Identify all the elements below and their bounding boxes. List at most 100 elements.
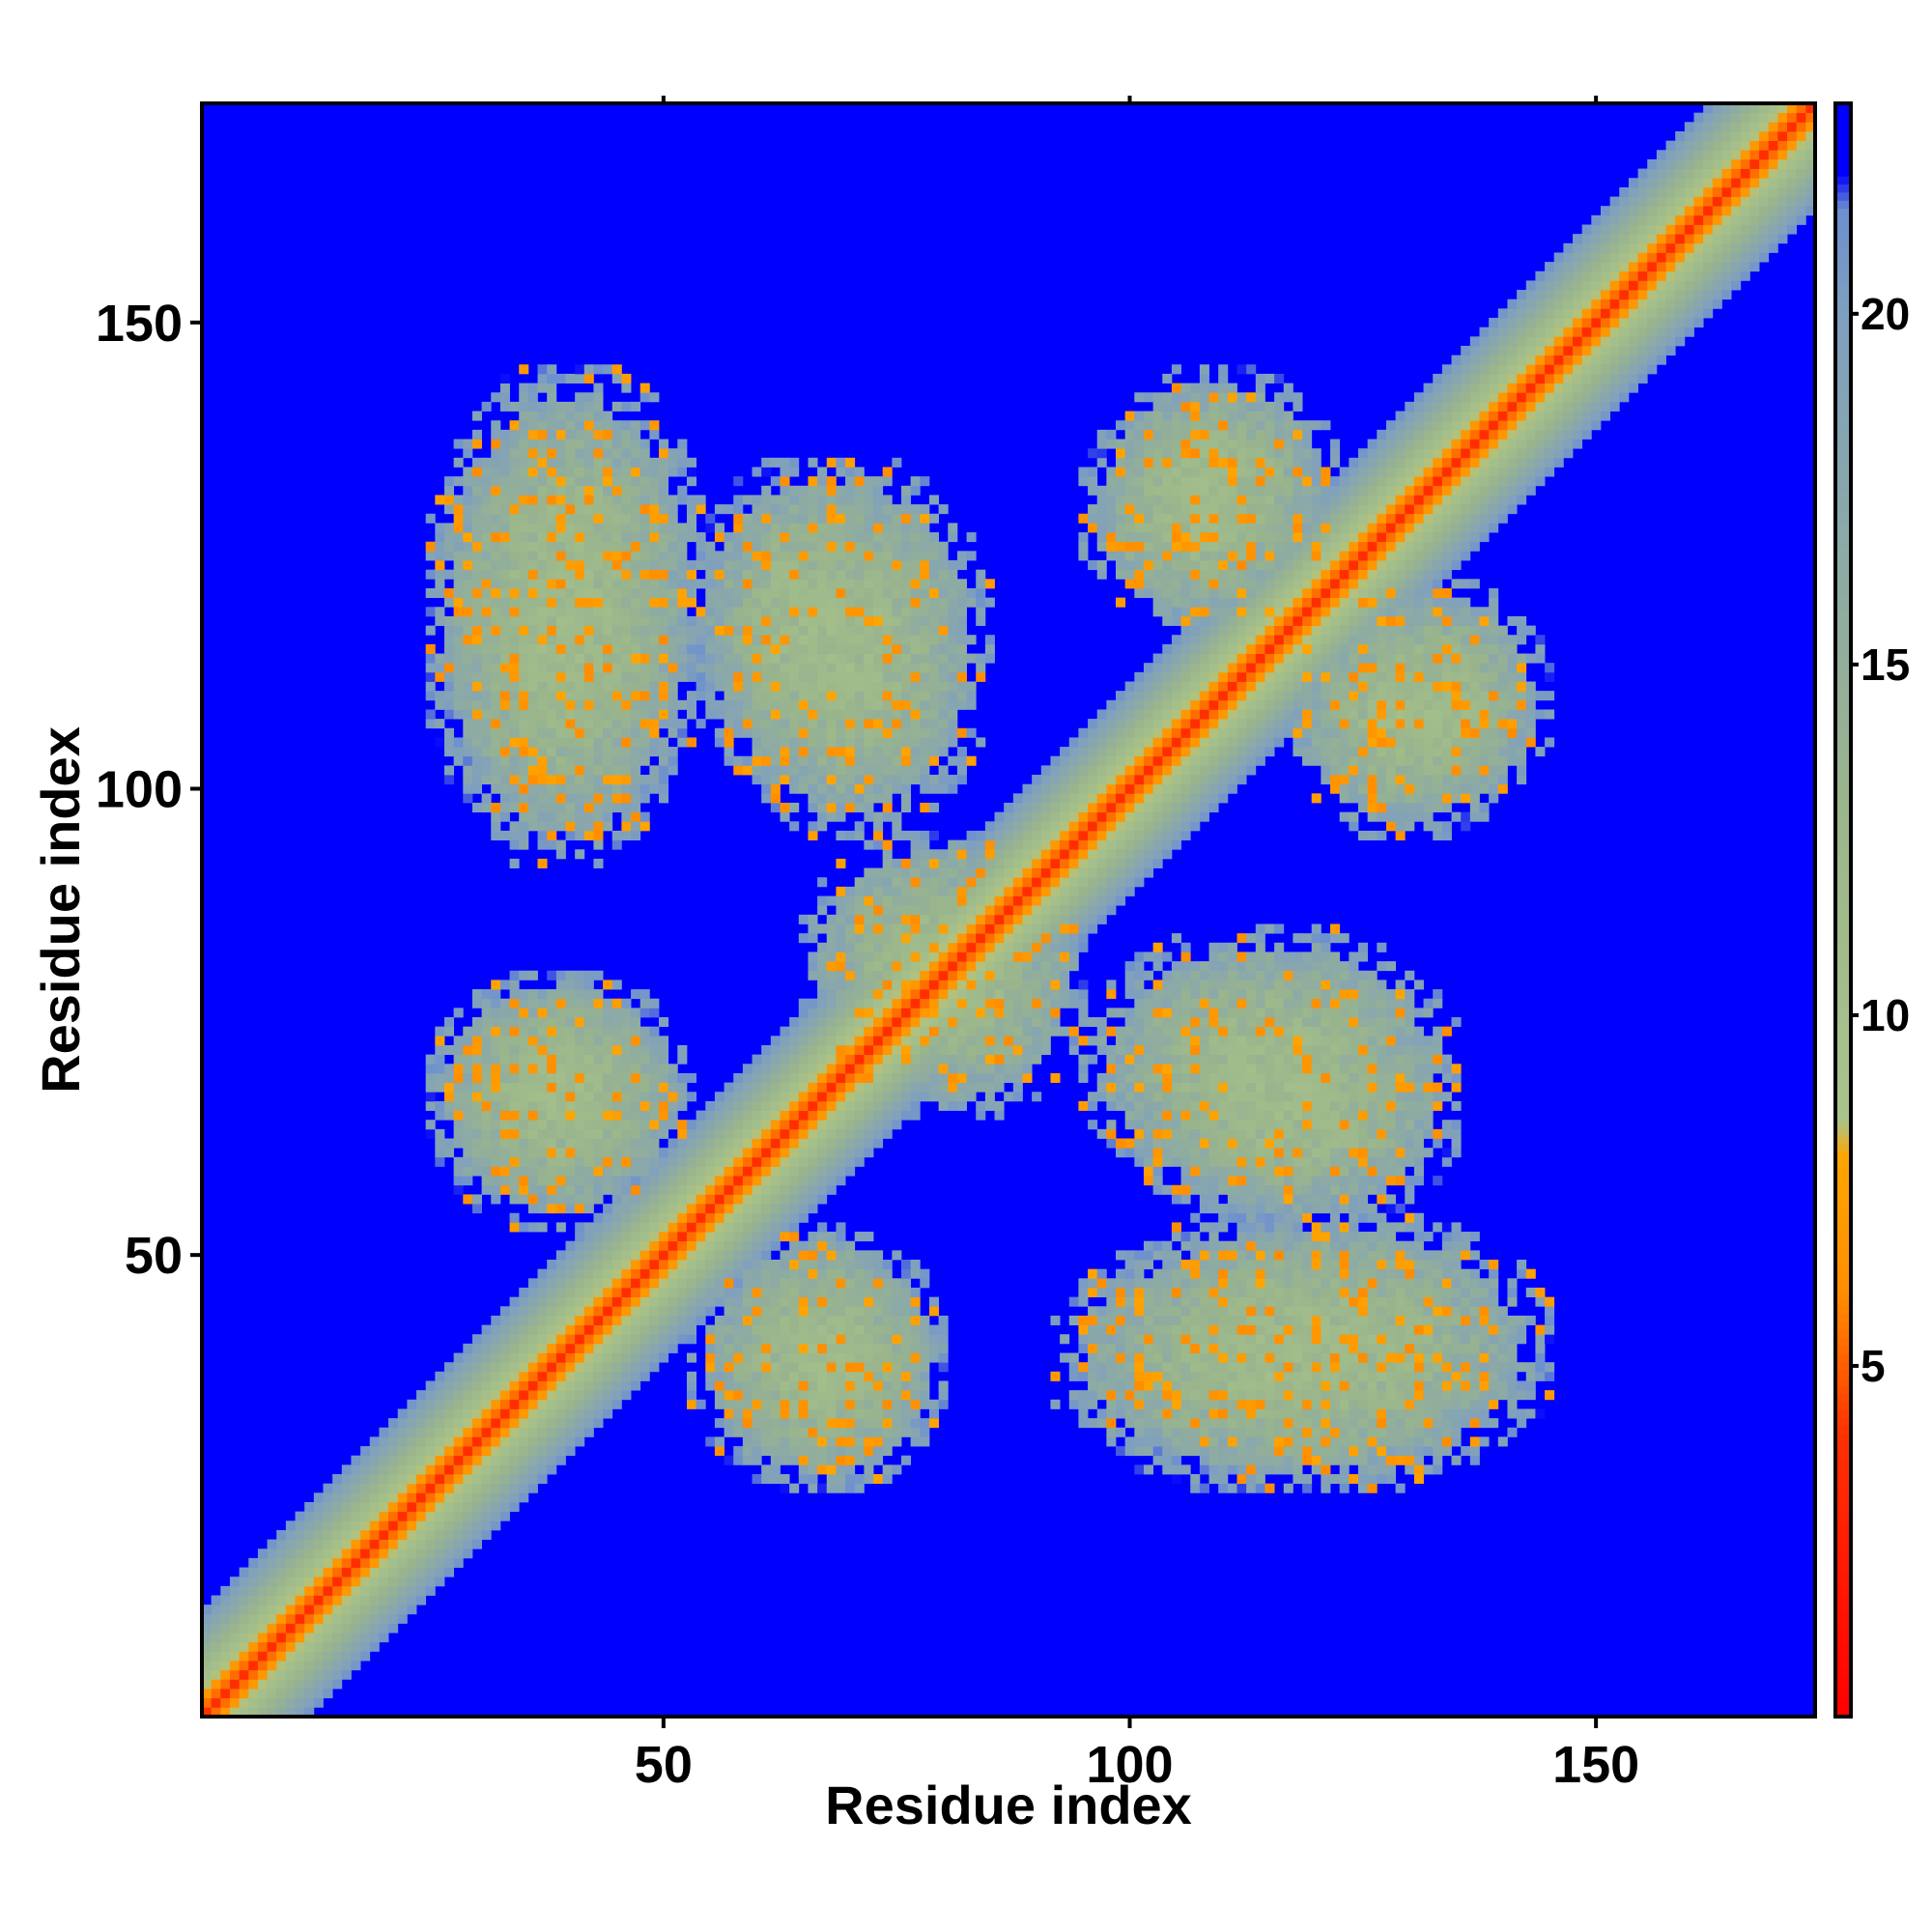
- heatmap-cell: [499, 1352, 510, 1363]
- heatmap-cell: [229, 1595, 241, 1605]
- heatmap-cell: [509, 775, 520, 785]
- heatmap-cell: [509, 765, 520, 776]
- heatmap-cell: [565, 998, 576, 1009]
- heatmap-cell: [854, 1082, 865, 1093]
- heatmap-cell: [621, 1232, 632, 1242]
- heatmap-cell: [565, 532, 576, 543]
- heatmap-cell: [789, 1054, 800, 1065]
- heatmap-cell: [295, 1613, 305, 1624]
- heatmap-cell: [798, 1156, 809, 1167]
- heatmap-cell: [826, 1138, 837, 1149]
- heatmap-cell: [593, 839, 604, 850]
- heatmap-cell: [527, 523, 538, 533]
- heatmap-cell: [463, 1110, 473, 1121]
- heatmap-cell: [761, 495, 772, 505]
- heatmap-cell: [910, 1036, 921, 1046]
- heatmap-cell: [798, 1194, 809, 1205]
- heatmap-cell: [519, 783, 529, 794]
- heatmap-cell: [583, 1194, 594, 1205]
- heatmap-cell: [547, 1156, 557, 1167]
- heatmap-cell: [565, 1204, 576, 1214]
- heatmap-cell: [817, 1259, 828, 1270]
- heatmap-cell: [547, 719, 557, 729]
- heatmap-cell: [499, 1315, 510, 1325]
- heatmap-cell: [351, 1492, 361, 1503]
- heatmap-cell: [379, 1427, 389, 1437]
- heatmap-cell: [845, 485, 856, 496]
- heatmap-cell: [780, 523, 790, 533]
- heatmap-cell: [593, 1212, 604, 1223]
- heatmap-cell: [631, 671, 641, 682]
- heatmap-cell: [575, 811, 585, 822]
- heatmap-cell: [621, 551, 632, 561]
- heatmap-cell: [780, 1399, 790, 1409]
- heatmap-cell: [519, 1343, 529, 1353]
- heatmap-cell: [248, 1595, 259, 1605]
- heatmap-cell: [864, 942, 874, 952]
- heatmap-cell: [873, 541, 884, 552]
- heatmap-cell: [724, 1212, 734, 1223]
- heatmap-cell: [873, 1100, 884, 1111]
- heatmap-cell: [555, 1296, 566, 1307]
- heatmap-cell: [397, 1455, 408, 1465]
- heatmap-cell: [499, 1120, 510, 1130]
- heatmap-cell: [341, 1548, 352, 1559]
- heatmap-cell: [639, 663, 650, 673]
- heatmap-cell: [471, 1100, 482, 1111]
- heatmap-cell: [527, 691, 538, 701]
- heatmap-cell: [761, 1287, 772, 1297]
- heatmap-cell: [499, 1324, 510, 1335]
- heatmap-cell: [836, 765, 846, 776]
- heatmap-cell: [583, 1072, 594, 1083]
- heatmap-cell: [631, 485, 641, 496]
- heatmap-cell: [882, 1334, 893, 1345]
- heatmap-cell: [761, 597, 772, 608]
- heatmap-cell: [519, 1044, 529, 1056]
- heatmap-cell: [892, 961, 902, 972]
- heatmap-cell: [379, 1567, 389, 1577]
- heatmap-cell: [519, 579, 529, 589]
- heatmap-cell: [547, 802, 557, 813]
- heatmap-cell: [555, 401, 566, 412]
- heatmap-cell: [519, 1054, 529, 1065]
- heatmap-cell: [910, 933, 921, 944]
- heatmap-cell: [817, 1483, 828, 1493]
- heatmap-cell: [696, 1232, 706, 1242]
- heatmap-cell: [696, 1287, 706, 1297]
- heatmap-cell: [668, 1072, 678, 1083]
- heatmap-cell: [603, 532, 613, 543]
- heatmap-cell: [527, 802, 538, 813]
- heatmap-cell: [583, 1334, 594, 1345]
- heatmap-cell: [435, 1138, 445, 1149]
- heatmap-cell: [686, 699, 697, 710]
- heatmap-cell: [575, 1436, 585, 1447]
- heatmap-cell: [882, 1044, 893, 1056]
- heatmap-cell: [882, 1324, 893, 1335]
- heatmap-cell: [611, 607, 622, 617]
- heatmap-cell: [928, 877, 939, 888]
- heatmap-cell: [742, 1399, 753, 1409]
- heatmap-cell: [882, 1446, 893, 1457]
- heatmap-cell: [369, 1464, 380, 1475]
- heatmap-cell: [453, 691, 464, 701]
- heatmap-cell: [547, 392, 557, 403]
- heatmap-cell: [854, 877, 865, 888]
- heatmap-cell: [677, 551, 688, 561]
- heatmap-cell: [742, 1110, 753, 1121]
- heatmap-cell: [583, 364, 594, 375]
- heatmap-cell: [611, 373, 622, 384]
- heatmap-cell: [733, 587, 744, 599]
- heatmap-cell: [817, 1315, 828, 1325]
- heatmap-cell: [323, 1595, 333, 1605]
- heatmap-cell: [202, 1623, 213, 1634]
- heatmap-cell: [864, 933, 874, 944]
- heatmap-cell: [761, 699, 772, 710]
- heatmap-cell: [826, 1100, 837, 1111]
- heatmap-cell: [603, 691, 613, 701]
- heatmap-cell: [537, 495, 548, 505]
- heatmap-cell: [471, 485, 482, 496]
- heatmap-cell: [668, 457, 678, 468]
- heatmap-cell: [593, 364, 604, 375]
- heatmap-cell: [677, 1250, 688, 1261]
- heatmap-cell: [397, 1474, 408, 1485]
